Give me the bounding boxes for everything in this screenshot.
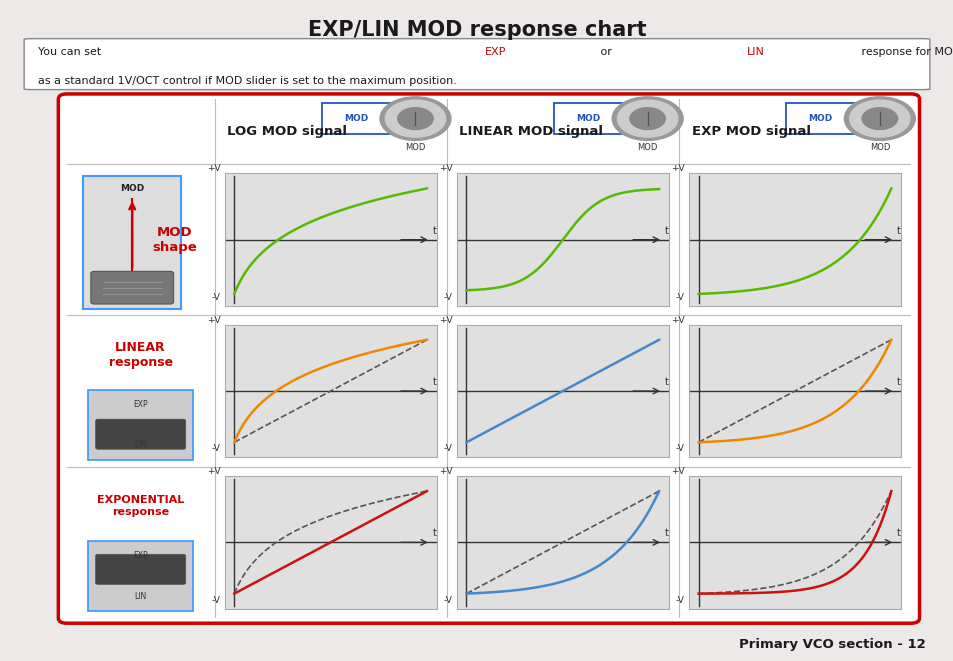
Text: You can set: You can set: [37, 47, 104, 57]
Text: -V: -V: [443, 293, 452, 302]
FancyBboxPatch shape: [58, 94, 919, 623]
Text: +V: +V: [671, 316, 684, 325]
Text: MOD: MOD: [405, 143, 425, 152]
Text: +V: +V: [671, 165, 684, 173]
Text: Primary VCO section - 12: Primary VCO section - 12: [738, 638, 924, 651]
Text: MOD: MOD: [343, 114, 368, 123]
Text: EXP: EXP: [485, 47, 506, 57]
FancyBboxPatch shape: [95, 419, 186, 449]
Text: MOD: MOD: [576, 114, 599, 123]
FancyBboxPatch shape: [89, 541, 193, 611]
FancyBboxPatch shape: [91, 271, 173, 304]
Text: t: t: [664, 528, 668, 538]
Text: t: t: [664, 225, 668, 236]
Text: LINEAR MOD signal: LINEAR MOD signal: [459, 125, 602, 138]
Text: +V: +V: [207, 165, 220, 173]
Text: as a standard 1V/OCT control if MOD slider is set to the maximum position.: as a standard 1V/OCT control if MOD slid…: [37, 76, 456, 86]
Text: -V: -V: [212, 444, 220, 453]
Text: -V: -V: [212, 293, 220, 302]
Text: MOD: MOD: [807, 114, 832, 123]
FancyBboxPatch shape: [89, 390, 193, 459]
Text: LINEAR
response: LINEAR response: [109, 340, 172, 369]
Text: -V: -V: [443, 444, 452, 453]
Text: t: t: [432, 377, 436, 387]
FancyBboxPatch shape: [83, 176, 181, 309]
Text: LIN: LIN: [134, 440, 147, 449]
Text: t: t: [896, 528, 900, 538]
Text: t: t: [896, 377, 900, 387]
Text: MOD: MOD: [120, 184, 144, 192]
Text: +V: +V: [207, 316, 220, 325]
Circle shape: [843, 97, 914, 140]
Circle shape: [629, 108, 664, 130]
Circle shape: [612, 97, 682, 140]
Text: response for MODulation frequency of the Primary VCO. LIN mode is best suited fo: response for MODulation frequency of the…: [858, 47, 953, 57]
Text: EXP: EXP: [133, 551, 148, 561]
Text: LIN: LIN: [134, 592, 147, 601]
Text: t: t: [896, 225, 900, 236]
Text: MOD
shape: MOD shape: [152, 225, 196, 254]
Text: +V: +V: [438, 165, 452, 173]
FancyBboxPatch shape: [321, 102, 390, 134]
Text: t: t: [432, 528, 436, 538]
Text: -V: -V: [443, 596, 452, 605]
Text: +V: +V: [438, 467, 452, 476]
Text: +V: +V: [207, 467, 220, 476]
Text: -V: -V: [675, 444, 684, 453]
FancyBboxPatch shape: [554, 102, 621, 134]
Text: -V: -V: [212, 596, 220, 605]
Circle shape: [617, 100, 677, 137]
Text: LOG MOD signal: LOG MOD signal: [227, 125, 347, 138]
FancyBboxPatch shape: [95, 555, 186, 584]
Circle shape: [379, 97, 451, 140]
Text: EXP MOD signal: EXP MOD signal: [691, 125, 810, 138]
Circle shape: [385, 100, 445, 137]
Text: +V: +V: [438, 316, 452, 325]
Text: -V: -V: [675, 293, 684, 302]
Text: MOD: MOD: [637, 143, 658, 152]
Text: MOD: MOD: [869, 143, 889, 152]
FancyBboxPatch shape: [785, 102, 854, 134]
FancyBboxPatch shape: [24, 38, 929, 90]
Circle shape: [397, 108, 433, 130]
Text: +V: +V: [671, 467, 684, 476]
Text: EXP: EXP: [133, 400, 148, 409]
Text: EXP/LIN MOD response chart: EXP/LIN MOD response chart: [308, 20, 645, 40]
Text: -V: -V: [675, 596, 684, 605]
Circle shape: [849, 100, 909, 137]
Text: LIN: LIN: [745, 47, 763, 57]
Text: t: t: [664, 377, 668, 387]
Text: EXPONENTIAL
response: EXPONENTIAL response: [97, 495, 184, 517]
Circle shape: [862, 108, 897, 130]
Text: t: t: [432, 225, 436, 236]
Text: or: or: [597, 47, 615, 57]
